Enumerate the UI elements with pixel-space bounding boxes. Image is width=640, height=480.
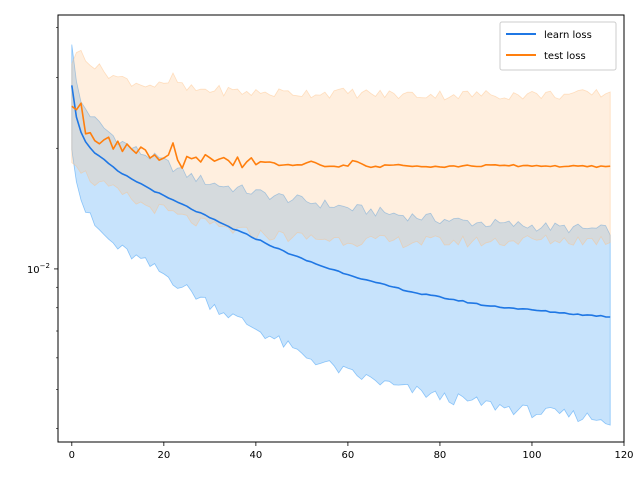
x-tick-label: 80: [434, 450, 447, 461]
x-tick-label: 120: [614, 450, 633, 461]
line-learn-loss: [71, 85, 611, 318]
legend-label-test-loss: test loss: [544, 51, 586, 62]
legend-label-learn-loss: learn loss: [544, 30, 592, 41]
x-tick-label: 20: [157, 450, 170, 461]
y-tick-label: 10−2: [27, 262, 50, 276]
plot-frame: [57, 14, 625, 443]
line-test-loss: [71, 102, 611, 169]
x-tick-label: 100: [522, 450, 541, 461]
series-lines: [71, 85, 611, 318]
x-tick-label: 40: [250, 450, 263, 461]
x-tick-label: 60: [342, 450, 355, 461]
band-learn-loss: [71, 44, 611, 426]
confidence-bands: [71, 44, 611, 426]
x-tick-label: 0: [69, 450, 75, 461]
y-axis-ticks: 10−2: [27, 27, 58, 429]
x-axis-ticks: 0 20 40 60 80 100 120: [69, 442, 634, 461]
legend: learn loss test loss: [499, 21, 617, 71]
band-test-loss: [71, 49, 611, 249]
